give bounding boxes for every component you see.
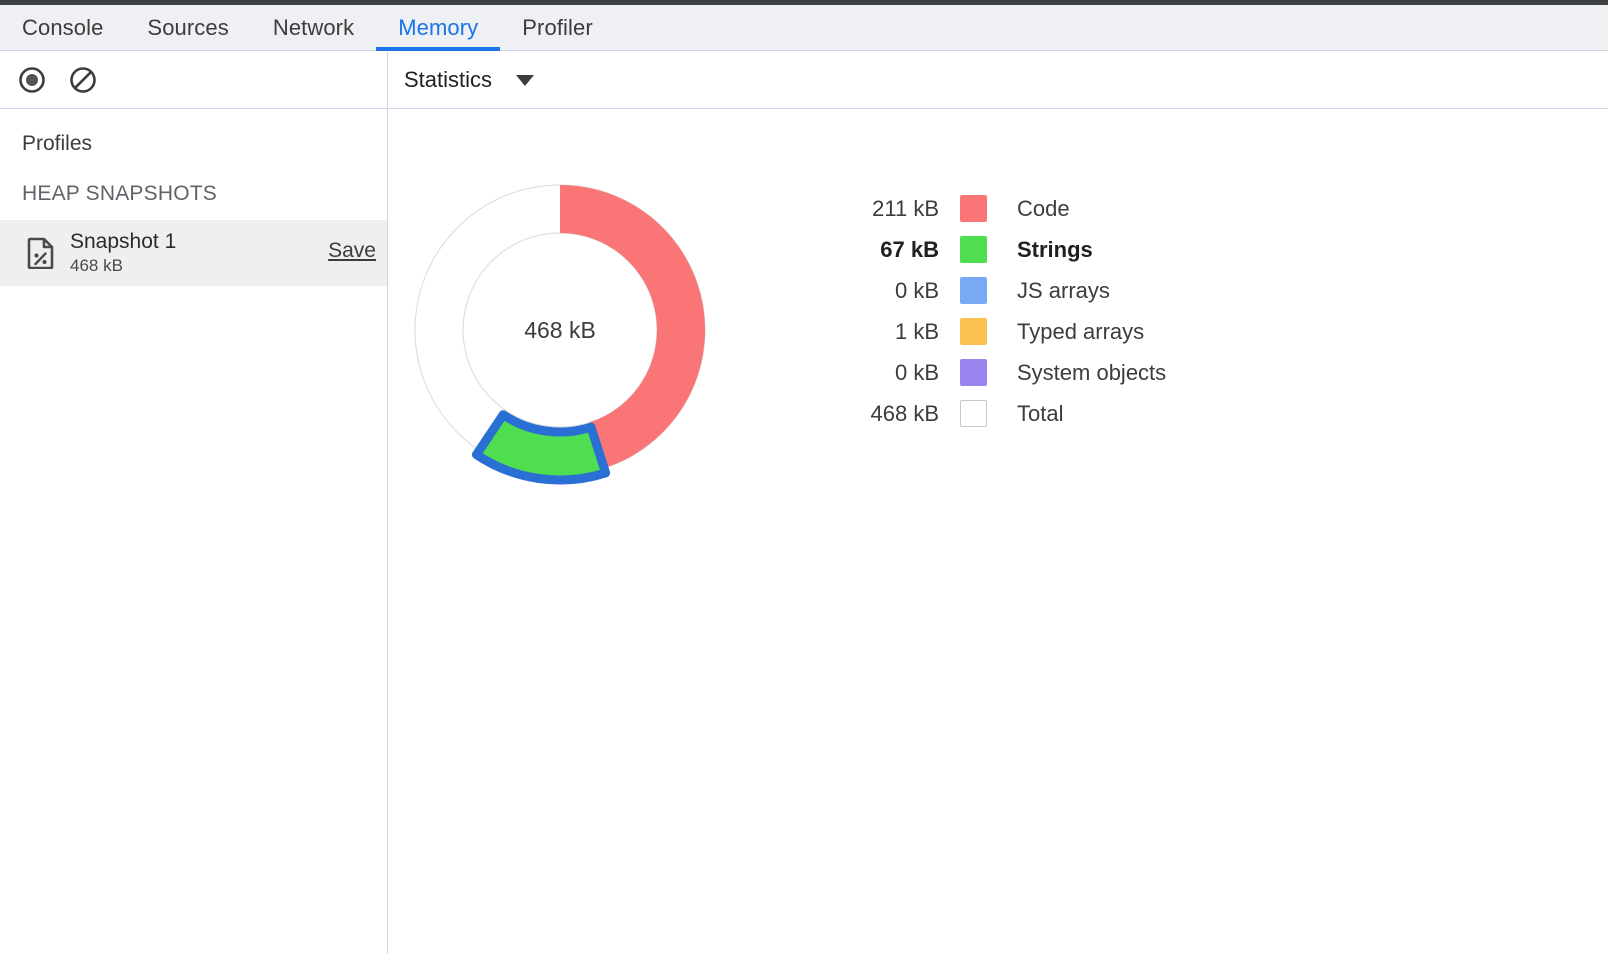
- legend-value: 0 kB: [894, 359, 939, 385]
- legend-label: JS arrays: [1017, 277, 1110, 303]
- tab-sources[interactable]: Sources: [125, 5, 250, 51]
- legend-row-strings[interactable]: 67 kB Strings: [839, 229, 1166, 270]
- tab-label: Memory: [398, 15, 479, 40]
- legend-label: System objects: [1017, 359, 1167, 385]
- memory-main-panel: Statistics 468 kB 211 kB Code 67 kB Stri…: [389, 52, 1608, 954]
- save-button[interactable]: Save: [328, 239, 376, 262]
- snapshot-texts: Snapshot 1 468 kB: [70, 229, 176, 277]
- legend-value: 1 kB: [894, 318, 939, 344]
- tab-memory[interactable]: Memory: [376, 5, 501, 51]
- legend-value: 211 kB: [872, 195, 939, 221]
- tab-list: Console Sources Network Memory Profiler: [0, 5, 615, 51]
- window-top-strip: [0, 0, 1608, 5]
- legend-label: Total: [1017, 400, 1064, 426]
- legend-label: Strings: [1017, 236, 1093, 262]
- view-select[interactable]: Statistics: [404, 67, 535, 93]
- tab-label: Sources: [147, 15, 229, 40]
- profiles-sidebar: Profiles HEAP SNAPSHOTS Snapshot 1 468 k…: [0, 52, 388, 954]
- legend-row-system-objects[interactable]: 0 kB System objects: [839, 352, 1166, 393]
- legend-value: 468 kB: [870, 400, 940, 426]
- legend-row-js-arrays[interactable]: 0 kB JS arrays: [839, 270, 1166, 311]
- snapshot-name: Snapshot 1: [70, 229, 177, 253]
- memory-legend: 211 kB Code 67 kB Strings 0 kB JS arrays…: [839, 188, 1166, 434]
- snapshot-size: 468 kB: [70, 256, 123, 276]
- heap-snapshot-file-icon: [26, 237, 56, 269]
- chevron-down-icon: [516, 74, 535, 86]
- legend-swatch-js-arrays: [960, 277, 987, 304]
- tab-console[interactable]: Console: [0, 5, 125, 51]
- view-select-label: Statistics: [404, 67, 493, 92]
- legend-swatch-system-objects: [960, 359, 987, 386]
- record-icon[interactable]: [17, 65, 47, 95]
- statistics-view: 468 kB 211 kB Code 67 kB Strings 0 kB JS…: [389, 110, 1608, 954]
- memory-donut-chart: 468 kB: [400, 170, 720, 490]
- legend-row-total[interactable]: 468 kB Total: [839, 393, 1166, 434]
- legend-row-code[interactable]: 211 kB Code: [839, 188, 1166, 229]
- heap-snapshots-section-header: HEAP SNAPSHOTS: [22, 182, 217, 205]
- legend-row-typed-arrays[interactable]: 1 kB Typed arrays: [839, 311, 1166, 352]
- list-item[interactable]: Snapshot 1 468 kB Save: [0, 220, 387, 286]
- legend-label: Typed arrays: [1017, 318, 1145, 344]
- legend-value: 67 kB: [880, 236, 939, 262]
- tab-network[interactable]: Network: [251, 5, 376, 51]
- devtools-tab-bar: Console Sources Network Memory Profiler: [0, 5, 1608, 51]
- clear-icon[interactable]: [68, 65, 98, 95]
- legend-swatch-total: [960, 400, 987, 427]
- tab-label: Console: [22, 15, 104, 40]
- tab-label: Profiler: [522, 15, 593, 40]
- main-toolbar: Statistics: [389, 52, 1608, 109]
- legend-swatch-code: [960, 195, 987, 222]
- tab-profiler[interactable]: Profiler: [500, 5, 615, 51]
- sidebar-body: Profiles HEAP SNAPSHOTS Snapshot 1 468 k…: [0, 110, 387, 954]
- legend-swatch-strings: [960, 236, 987, 263]
- tab-label: Network: [272, 15, 355, 40]
- sidebar-toolbar: [0, 52, 387, 109]
- legend-swatch-typed-arrays: [960, 318, 987, 345]
- legend-value: 0 kB: [894, 277, 939, 303]
- profiles-title: Profiles: [22, 132, 93, 155]
- legend-label: Code: [1017, 195, 1070, 221]
